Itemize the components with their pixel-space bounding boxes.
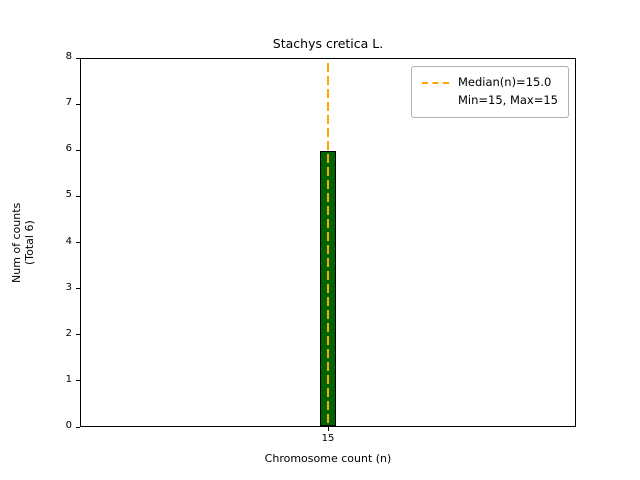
legend-minmax-label: Min=15, Max=15 <box>457 92 558 107</box>
legend-entry-minmax: Min=15, Max=15 <box>422 92 558 110</box>
y-tick-mark <box>76 334 80 336</box>
legend: Median(n)=15.0 Min=15, Max=15 <box>410 66 569 118</box>
y-tick-mark <box>76 103 80 105</box>
y-tick-label: 4 <box>65 235 72 247</box>
y-tick-label: 8 <box>65 51 72 62</box>
y-tick-label: 7 <box>65 97 72 109</box>
y-axis-label-text: Num of counts <box>10 202 23 283</box>
y-tick-label: 3 <box>65 281 72 293</box>
x-axis-label: Chromosome count (n) <box>264 452 392 465</box>
y-tick-mark <box>76 195 80 197</box>
total-count-label: (Total 6) <box>23 220 36 265</box>
y-tick-mark <box>76 426 80 428</box>
y-tick-label: 6 <box>65 143 72 155</box>
y-tick-label: 2 <box>65 327 72 339</box>
y-tick-label: 0 <box>65 420 72 431</box>
x-tick-mark <box>328 427 329 431</box>
y-tick-label: 1 <box>65 373 72 385</box>
x-tick-label: 15 <box>321 433 335 444</box>
y-tick-mark <box>76 242 80 243</box>
legend-median-label: Median(n)=15.0 <box>457 75 552 89</box>
y-tick-mark <box>76 288 80 290</box>
y-axis-label: Num of counts (Total 6) <box>10 58 36 427</box>
legend-swatch-spacer <box>422 100 449 102</box>
legend-entry-median: Median(n)=15.0 <box>421 74 558 92</box>
y-tick-mark <box>76 149 80 151</box>
y-tick-mark <box>76 380 80 382</box>
median-dashed-line-swatch <box>421 81 449 84</box>
chart-title: Stachys cretica L. <box>272 36 384 51</box>
plot-area: Median(n)=15.0 Min=15, Max=15 <box>80 58 576 427</box>
y-tick-label: 5 <box>65 189 72 201</box>
median-line <box>327 63 329 426</box>
y-tick-mark <box>76 57 80 59</box>
